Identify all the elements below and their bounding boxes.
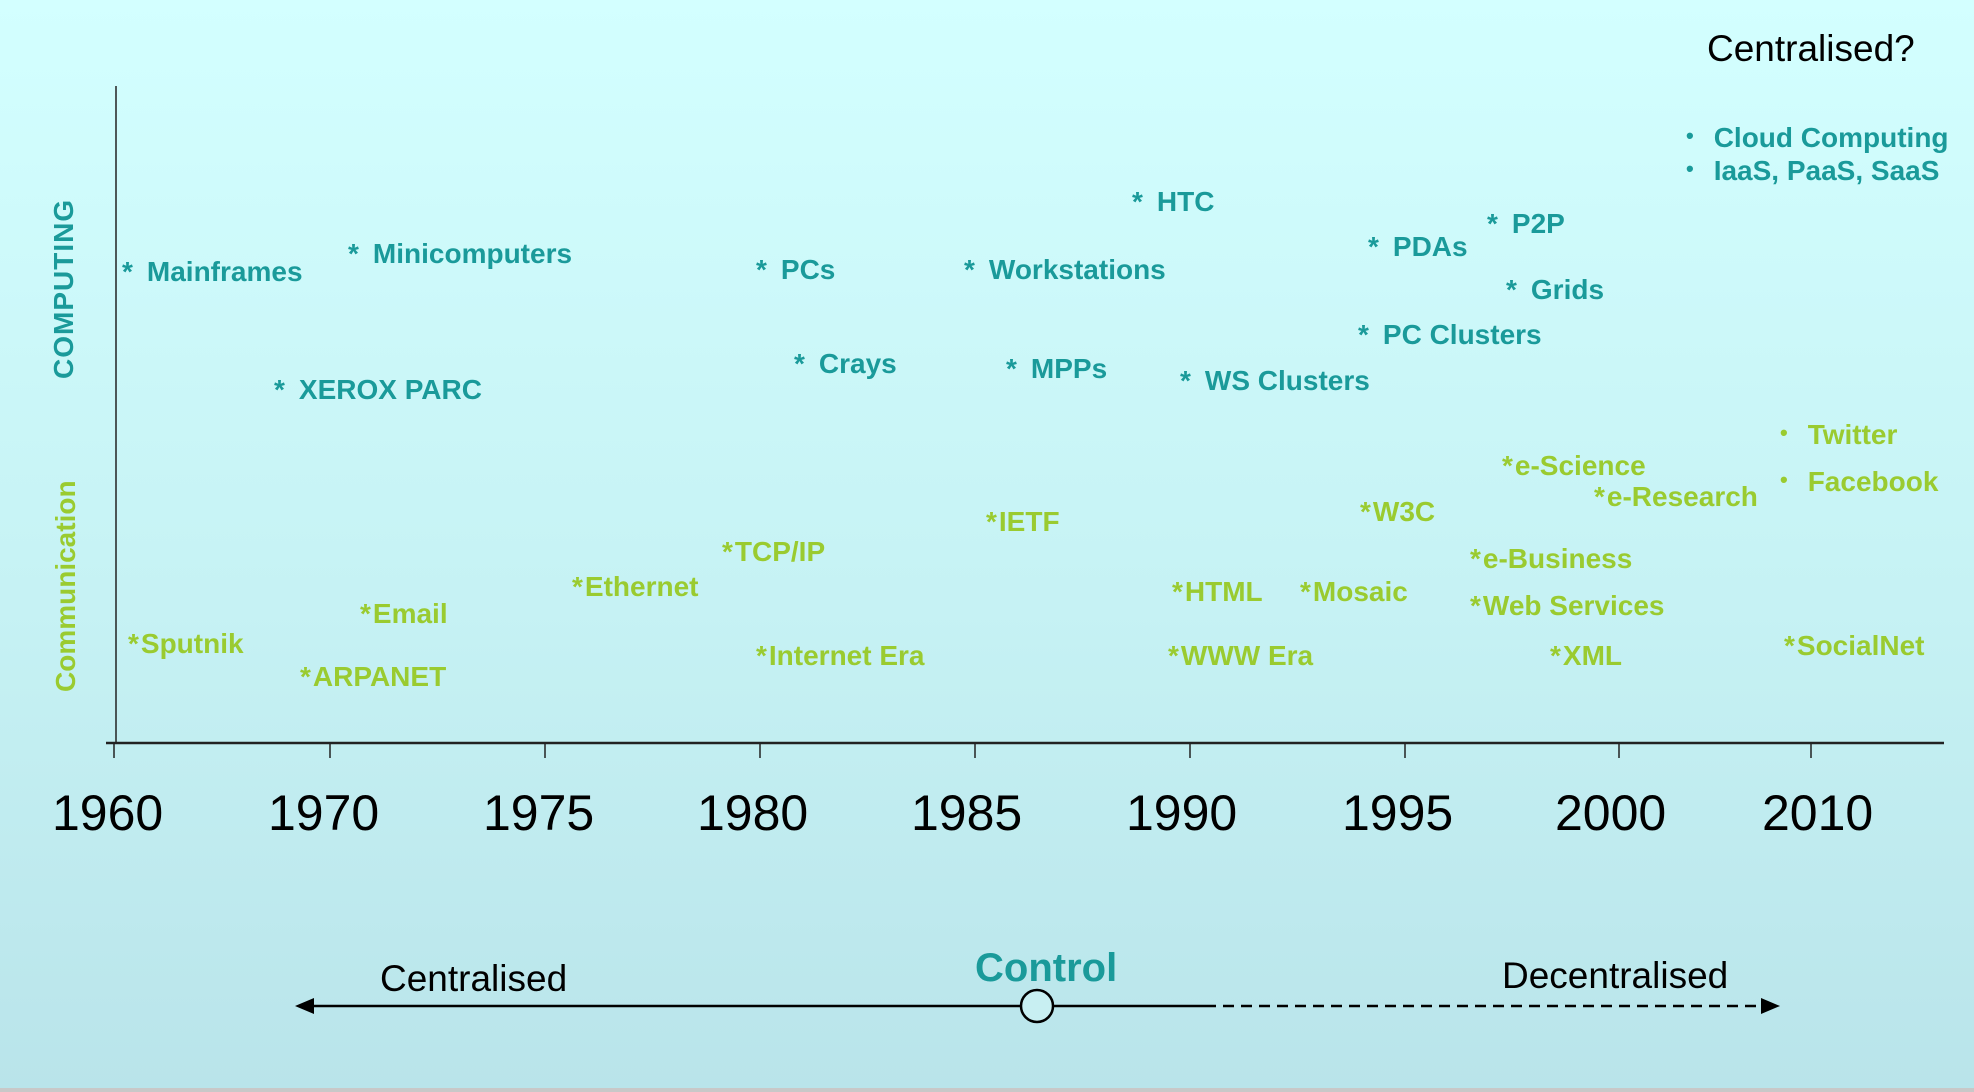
- communication-item: *Mosaic: [1300, 576, 1408, 607]
- communication-item: *SocialNet: [1784, 630, 1925, 661]
- computing-item: * PDAs: [1368, 231, 1468, 262]
- communication-item: *e-Science: [1502, 450, 1646, 481]
- communication-item: *Internet Era: [756, 640, 925, 671]
- computing-item: * XEROX PARC: [274, 374, 482, 405]
- decentralised-label: Decentralised: [1502, 955, 1729, 996]
- twitter-item: • Twitter: [1780, 419, 1898, 450]
- computing-item: * P2P: [1487, 208, 1565, 239]
- slide-bottom-edge: [0, 1088, 1974, 1092]
- left-arrowhead: [295, 998, 314, 1014]
- communication-item: *e-Research: [1594, 481, 1758, 512]
- communication-item: *Ethernet: [572, 571, 699, 602]
- communication-item: *HTML: [1172, 576, 1263, 607]
- year-label: 1970: [268, 785, 380, 841]
- year-label: 1960: [52, 785, 164, 841]
- service-models-item: • IaaS, PaaS, SaaS: [1686, 155, 1940, 186]
- communication-item: *XML: [1550, 640, 1623, 671]
- control-title: Control: [975, 946, 1118, 990]
- year-label: 1990: [1126, 785, 1238, 841]
- cloud-computing-item: • Cloud Computing: [1686, 122, 1949, 153]
- year-label: 1985: [911, 785, 1023, 841]
- control-point-circle: [1019, 988, 1055, 1024]
- computing-item: * WS Clusters: [1180, 365, 1370, 396]
- centralised-label: Centralised: [380, 958, 568, 999]
- communication-axis-label: Communication: [50, 480, 81, 692]
- communication-item: *ARPANET: [300, 661, 447, 692]
- computing-axis-label: COMPUTING: [48, 198, 79, 379]
- computing-item: * Mainframes: [122, 256, 303, 287]
- computing-item: * Minicomputers: [348, 238, 573, 269]
- computing-item: * Grids: [1506, 274, 1605, 305]
- communication-item: *e-Business: [1470, 543, 1633, 574]
- computing-item: * Crays: [794, 348, 897, 379]
- communication-item: *W3C: [1360, 496, 1436, 527]
- communication-item: *IETF: [986, 506, 1060, 537]
- year-label: 2010: [1762, 785, 1874, 841]
- computing-item: * PC Clusters: [1358, 319, 1542, 350]
- communication-item: *Email: [360, 598, 448, 629]
- communication-item: *Web Services: [1470, 590, 1665, 621]
- year-label: 1980: [697, 785, 809, 841]
- year-label: 1995: [1342, 785, 1454, 841]
- year-label: 2000: [1555, 785, 1667, 841]
- communication-item: *WWW Era: [1168, 640, 1314, 671]
- facebook-item: • Facebook: [1780, 466, 1939, 497]
- computing-item: * MPPs: [1006, 353, 1108, 384]
- computing-item: * HTC: [1132, 186, 1215, 217]
- right-arrowhead: [1761, 998, 1780, 1014]
- year-label: 1975: [483, 785, 595, 841]
- communication-item: *TCP/IP: [722, 536, 826, 567]
- computing-item: * Workstations: [964, 254, 1166, 285]
- computing-item: * PCs: [756, 254, 836, 285]
- communication-item: *Sputnik: [128, 628, 244, 659]
- corner-title: Centralised?: [1707, 28, 1915, 69]
